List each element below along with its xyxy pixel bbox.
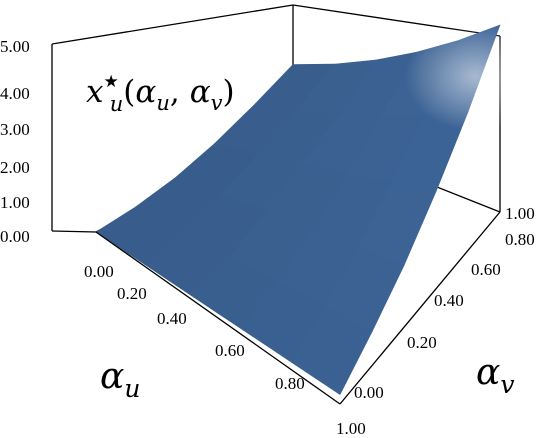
z-tick-label: 3.00: [0, 120, 30, 139]
title-arg2: α: [190, 74, 211, 110]
x-tick-label: 0.40: [157, 309, 187, 328]
y-axis-label-sub: v: [500, 370, 514, 399]
x-axis-label: αu: [100, 356, 140, 403]
x-tick-labels: 0.00 0.20 0.40 0.60 0.80 1.00: [84, 262, 366, 438]
title-sub: u: [110, 92, 124, 116]
z-tick-label: 2.00: [0, 158, 30, 177]
title-arg2-sub: v: [211, 91, 223, 115]
y-tick-label: 0.00: [354, 383, 384, 402]
title-main: x: [86, 74, 104, 110]
surface-patches: [95, 21, 546, 396]
z-tick-label: 5.00: [0, 37, 30, 56]
box-front-edges: [51, 211, 501, 405]
chart-title: x★ u(αu, αv): [86, 72, 235, 116]
z-tick-labels: 0.00 1.00 2.00 3.00 4.00 5.00: [0, 37, 30, 246]
x-tick-label: 1.00: [336, 419, 366, 438]
z-tick-label: 4.00: [0, 84, 30, 103]
y-tick-label: 0.80: [505, 230, 535, 249]
y-tick-label: 0.60: [471, 260, 501, 279]
title-arg1-sub: u: [156, 91, 170, 115]
y-tick-labels: 0.00 0.20 0.40 0.60 0.80 1.00: [354, 204, 535, 402]
x-tick-label: 0.80: [275, 374, 305, 393]
x-axis-label-sub: u: [124, 374, 140, 403]
x-axis-label-main: α: [100, 356, 124, 397]
title-arg1: α: [135, 74, 156, 110]
title-paren-open: (: [123, 74, 135, 110]
surface-highlight: [405, 21, 546, 132]
title-sup: ★: [103, 72, 118, 92]
y-tick-label: 1.00: [505, 204, 535, 223]
y-tick-label: 0.20: [407, 333, 437, 352]
x-tick-label: 0.00: [84, 262, 114, 281]
z-tick-label: 0.00: [0, 227, 30, 246]
z-tick-label: 1.00: [0, 193, 30, 212]
z-axis-line: [51, 230, 97, 233]
surface-patch: [290, 306, 373, 396]
y-tick-label: 0.40: [434, 291, 464, 310]
top-left-edge: [51, 4, 294, 45]
title-comma: ,: [170, 74, 180, 110]
x-axis-line: [95, 231, 341, 405]
x-tick-label: 0.60: [215, 341, 245, 360]
y-axis-label-main: α: [476, 352, 500, 393]
title-paren-close: ): [223, 74, 235, 110]
y-axis-label: αv: [476, 352, 514, 399]
x-tick-label: 0.20: [117, 284, 147, 303]
y-axis-line: [339, 211, 501, 405]
